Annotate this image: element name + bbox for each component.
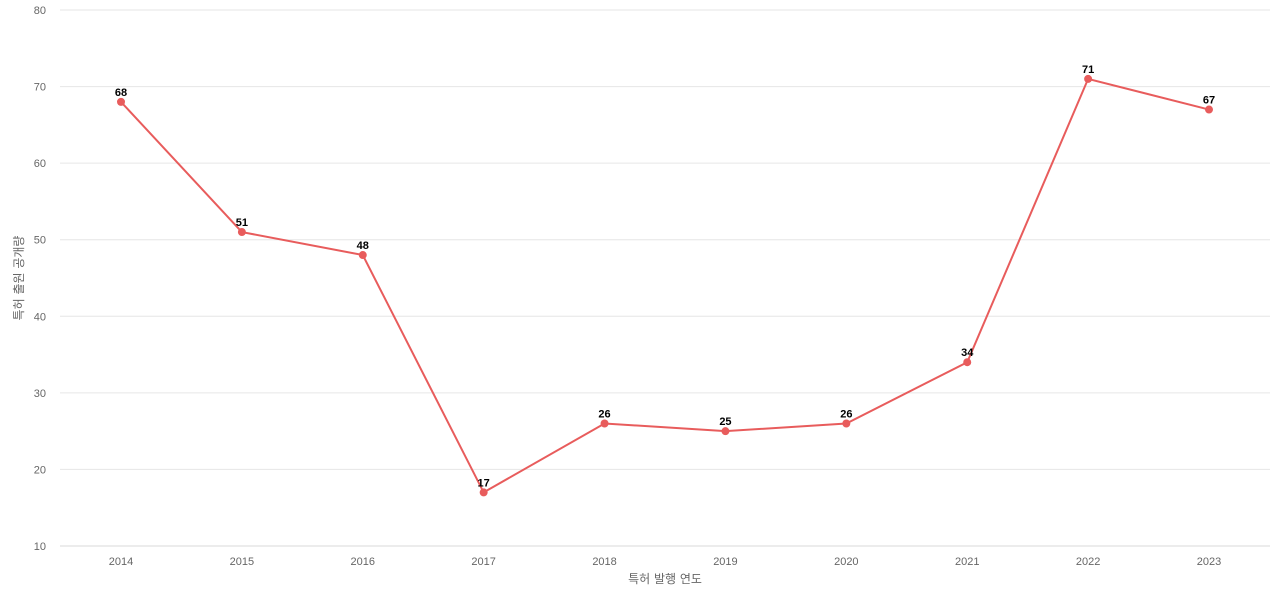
data-point[interactable]: [1084, 74, 1093, 83]
data-point[interactable]: [842, 419, 851, 428]
data-point[interactable]: [117, 97, 125, 106]
data-point[interactable]: [479, 488, 488, 497]
data-label: 26: [840, 408, 852, 420]
x-tick-label: 2016: [351, 556, 375, 568]
x-axis-title: 특허 발행 연도: [628, 571, 702, 586]
y-tick-label: 10: [34, 541, 46, 553]
series-line: [120, 77, 1210, 494]
grid-layer: [60, 9, 1270, 547]
y-axis-ticks: 10 20 30 40 50 60 70 80: [34, 5, 46, 553]
data-point[interactable]: [358, 251, 367, 260]
data-point[interactable]: [963, 358, 972, 367]
data-label: 67: [1203, 95, 1215, 107]
x-tick-label: 2015: [230, 556, 254, 568]
x-tick-label: 2019: [713, 556, 737, 568]
y-tick-label: 70: [34, 82, 46, 94]
data-labels: 68 51 48 17 26 25 26 34 71 67: [115, 64, 1215, 489]
data-label: 48: [357, 240, 369, 252]
data-point[interactable]: [600, 419, 609, 428]
data-point[interactable]: [237, 228, 246, 237]
data-label: 34: [961, 347, 974, 359]
data-label: 17: [478, 477, 490, 489]
data-point[interactable]: [1205, 105, 1213, 114]
y-tick-label: 40: [34, 311, 46, 323]
x-axis-ticks: 2014 2015 2016 2017 2018 2019 2020 2021 2022 2023: [109, 556, 1221, 568]
x-tick-label: 2021: [955, 556, 979, 568]
y-axis-title: 특허 출원 공개량: [12, 236, 26, 321]
x-tick-label: 2020: [834, 556, 858, 568]
y-tick-label: 50: [34, 235, 46, 247]
x-tick-label: 2023: [1197, 556, 1221, 568]
x-tick-label: 2018: [592, 556, 616, 568]
x-tick-label: 2014: [109, 556, 133, 568]
data-label: 68: [115, 87, 127, 99]
y-tick-label: 60: [34, 158, 46, 170]
series-layer: [117, 74, 1213, 497]
y-tick-label: 30: [34, 388, 46, 400]
data-label: 26: [598, 408, 610, 420]
data-label: 25: [719, 416, 731, 428]
data-point[interactable]: [721, 427, 730, 436]
x-tick-label: 2017: [471, 556, 495, 568]
data-label: 71: [1082, 64, 1094, 76]
data-label: 51: [236, 217, 248, 229]
y-tick-label: 20: [34, 464, 46, 476]
x-tick-label: 2022: [1076, 556, 1100, 568]
y-tick-label: 80: [34, 5, 46, 17]
